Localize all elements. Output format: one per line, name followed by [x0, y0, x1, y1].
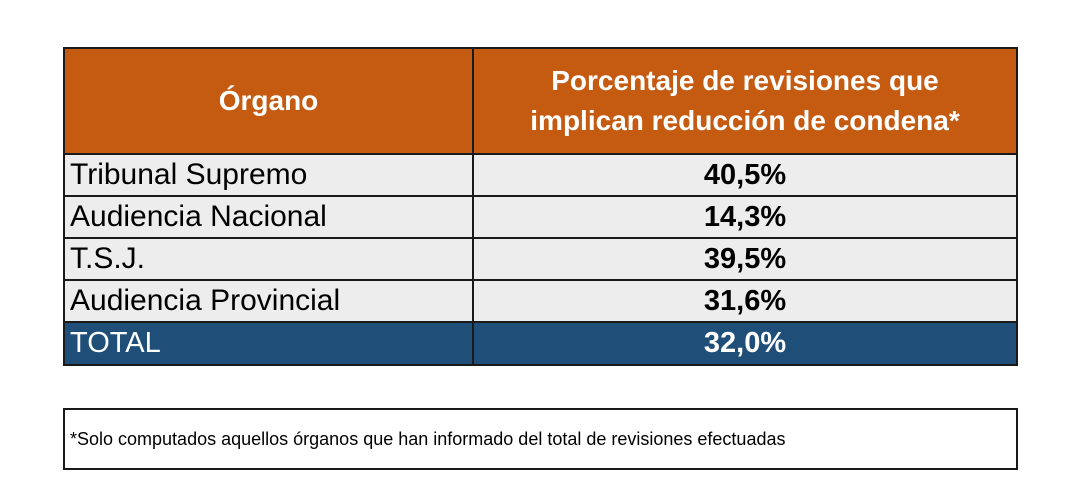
organ-cell: Audiencia Provincial [63, 279, 474, 323]
organ-cell: Tribunal Supremo [63, 153, 474, 197]
revisions-table: Órgano Porcentaje de revisiones que impl… [63, 47, 1018, 366]
percentage-cell: 14,3% [472, 195, 1018, 239]
header-percentage-line2: implican reducción de condena* [530, 105, 960, 136]
organ-cell: Audiencia Nacional [63, 195, 474, 239]
total-percentage: 32,0% [472, 321, 1018, 366]
header-percentage-line1: Porcentaje de revisiones que [551, 65, 939, 96]
table-row: Audiencia Provincial 31,6% [63, 279, 1018, 323]
percentage-cell: 31,6% [472, 279, 1018, 323]
percentage-cell: 40,5% [472, 153, 1018, 197]
organ-cell: T.S.J. [63, 237, 474, 281]
total-label: TOTAL [63, 321, 474, 366]
footnote-text: *Solo computados aquellos órganos que ha… [70, 428, 786, 449]
table-header-row: Órgano Porcentaje de revisiones que impl… [63, 47, 1018, 155]
total-row: TOTAL 32,0% [63, 321, 1018, 366]
header-percentage: Porcentaje de revisiones que implican re… [472, 47, 1018, 155]
table-row: T.S.J. 39,5% [63, 237, 1018, 281]
header-organ: Órgano [63, 47, 474, 155]
footnote-box: *Solo computados aquellos órganos que ha… [63, 408, 1018, 470]
table-row: Tribunal Supremo 40,5% [63, 153, 1018, 197]
table-row: Audiencia Nacional 14,3% [63, 195, 1018, 239]
percentage-cell: 39,5% [472, 237, 1018, 281]
